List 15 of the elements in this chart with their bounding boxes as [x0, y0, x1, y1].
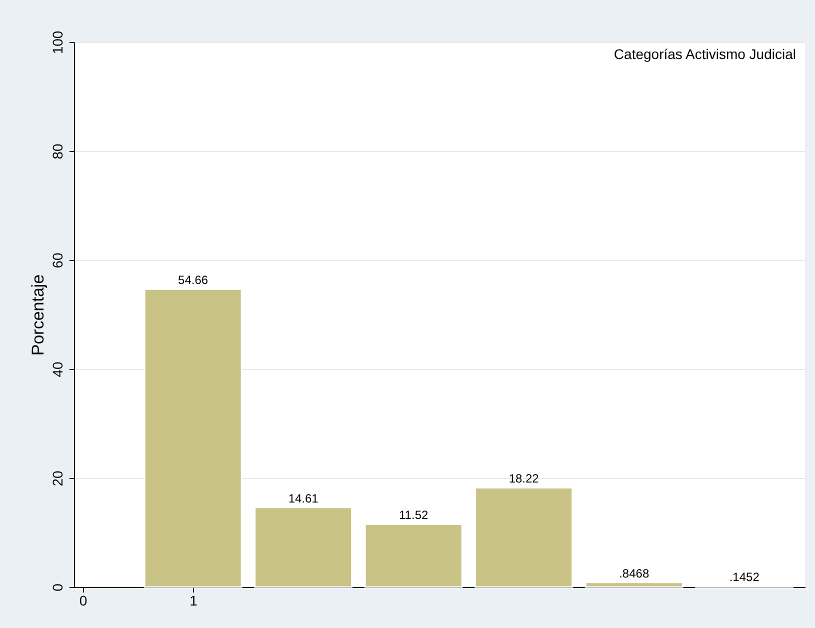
y-tick-label: 60	[50, 252, 66, 268]
x-tick-label: 1	[190, 592, 198, 608]
y-tick-label: 100	[50, 30, 66, 54]
y-tick-label: 40	[50, 362, 66, 378]
y-tick-label: 80	[50, 144, 66, 160]
annotation: Categorías Activismo Judicial	[614, 46, 796, 62]
y-tick-label: 0	[50, 583, 66, 592]
data-label: .1452	[729, 570, 760, 584]
data-label: 14.61	[288, 491, 319, 506]
y-axis-title: Porcentaje	[28, 274, 48, 356]
data-label: 11.52	[399, 508, 428, 522]
data-label: .8468	[619, 566, 650, 580]
data-label: 54.66	[178, 273, 208, 288]
y-tick-label: 20	[50, 470, 66, 486]
data-label: 18.22	[508, 472, 540, 486]
